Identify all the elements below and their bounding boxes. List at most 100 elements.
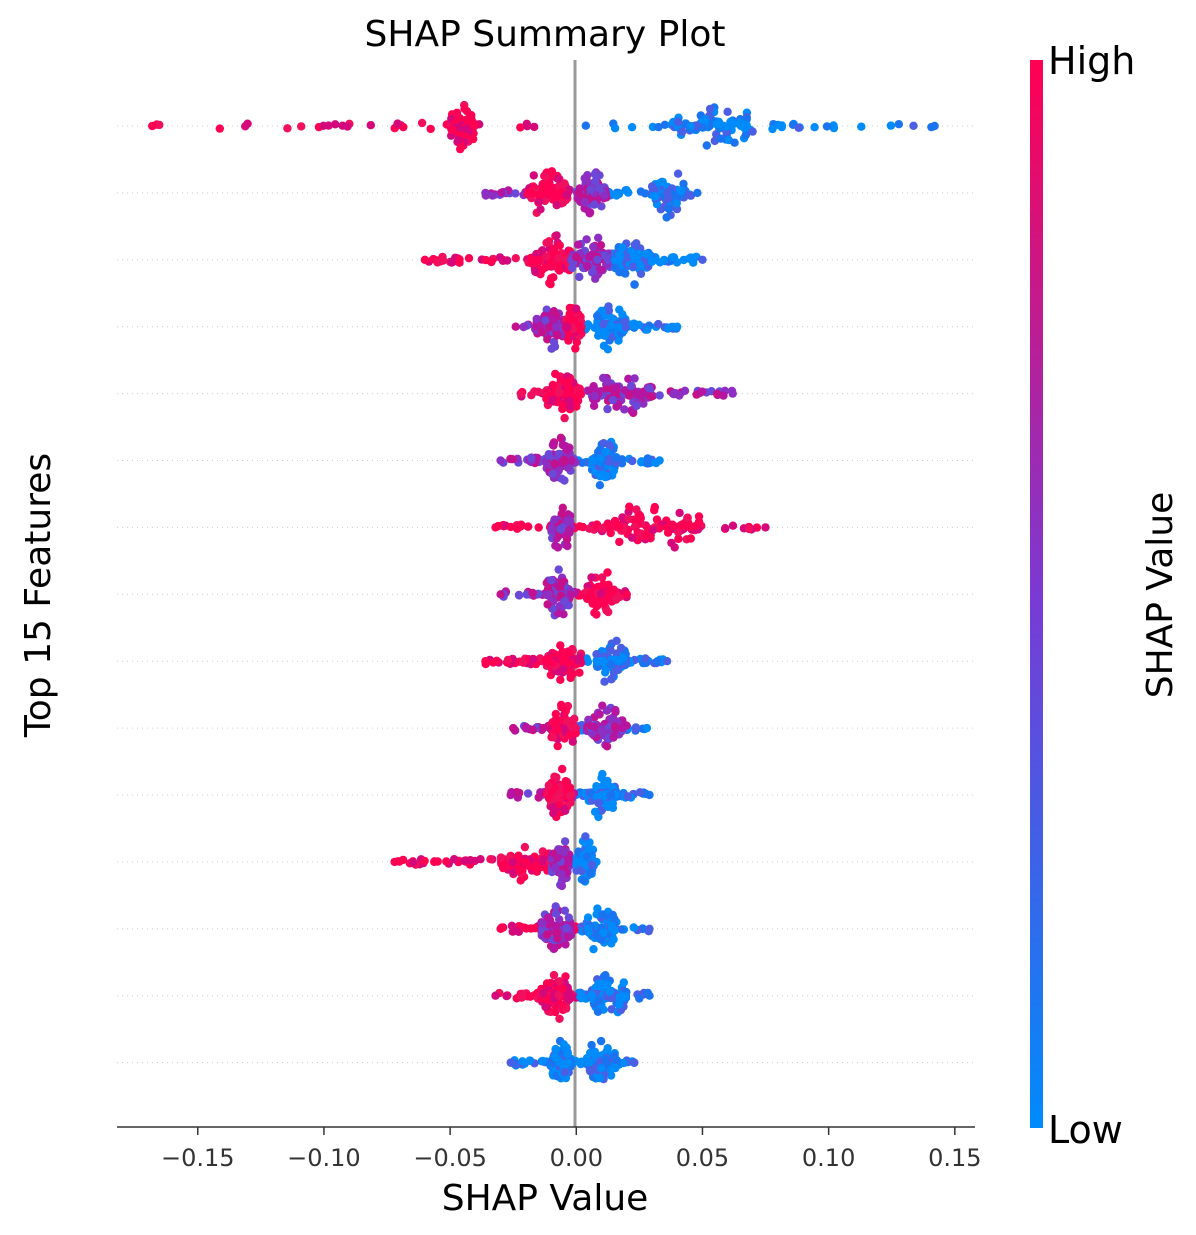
data-point [518, 1057, 527, 1066]
data-point [534, 523, 543, 532]
data-point [511, 189, 520, 198]
data-point [601, 472, 611, 481]
data-point [554, 264, 563, 273]
data-point [588, 456, 597, 465]
data-point [609, 733, 618, 742]
data-point [649, 525, 658, 535]
data-point [636, 269, 646, 278]
data-point [496, 924, 505, 933]
data-point [547, 576, 556, 585]
data-point [534, 197, 544, 206]
data-point [538, 919, 547, 928]
data-point [702, 141, 711, 150]
data-point [886, 121, 896, 130]
data-point [297, 122, 306, 131]
data-point [567, 590, 576, 599]
data-point [523, 789, 533, 798]
data-point [647, 257, 657, 266]
data-point [591, 274, 600, 283]
data-point [660, 255, 669, 265]
data-point [596, 589, 606, 598]
data-point [599, 599, 608, 608]
data-point [522, 119, 531, 128]
data-point [686, 534, 695, 543]
data-point [610, 1051, 619, 1060]
data-point [554, 253, 564, 262]
data-point [531, 864, 540, 874]
data-point [533, 453, 542, 463]
data-point [590, 608, 599, 617]
data-point [676, 186, 685, 195]
data-point [612, 655, 621, 664]
data-point [705, 104, 715, 114]
data-point [542, 238, 551, 247]
data-point [417, 118, 427, 128]
data-point [627, 123, 637, 132]
data-point [673, 169, 683, 178]
data-point [496, 590, 505, 599]
data-point [571, 344, 580, 353]
data-point [556, 524, 565, 534]
data-point [611, 454, 621, 463]
data-point [635, 994, 644, 1003]
data-point [579, 876, 588, 885]
data-point [630, 1058, 639, 1067]
data-point [539, 723, 548, 733]
data-point [522, 924, 531, 933]
data-point [578, 458, 587, 467]
data-point [481, 657, 490, 666]
data-point [543, 930, 552, 939]
row-gridlines [117, 125, 975, 1064]
data-point [671, 192, 680, 201]
data-point [660, 120, 670, 129]
data-point [466, 856, 475, 865]
data-point [662, 213, 671, 222]
data-point [491, 523, 500, 532]
data-point [544, 590, 554, 599]
data-point [551, 541, 560, 550]
data-point [689, 258, 698, 267]
data-point [548, 440, 558, 450]
data-point [599, 972, 609, 981]
data-point [602, 384, 611, 393]
data-point [554, 388, 564, 397]
data-point [622, 186, 631, 195]
data-point [544, 451, 553, 460]
data-point [634, 320, 644, 329]
data-point [554, 1056, 563, 1066]
data-point [629, 251, 638, 261]
data-point [655, 391, 664, 400]
data-point [528, 259, 537, 268]
data-point [560, 1068, 569, 1077]
data-point [620, 405, 629, 414]
data-point [534, 793, 543, 802]
data-point [547, 523, 556, 533]
data-point [454, 135, 463, 145]
data-point [645, 991, 654, 1000]
x-tick-label: −0.10 [287, 1144, 361, 1172]
data-point [541, 172, 550, 181]
data-point [426, 124, 435, 134]
data-point [548, 733, 558, 742]
data-point [511, 254, 520, 263]
data-point [741, 130, 751, 140]
data-point [553, 853, 562, 862]
data-point [721, 524, 730, 533]
data-point [603, 255, 612, 264]
data-point [573, 656, 583, 665]
data-point [728, 389, 737, 398]
data-point [319, 121, 328, 130]
data-point [433, 857, 442, 866]
data-point [637, 458, 646, 467]
data-point [645, 251, 654, 260]
data-point [442, 857, 451, 866]
data-point [598, 656, 608, 666]
data-point [491, 991, 500, 1000]
data-point [557, 881, 567, 891]
data-point [668, 253, 678, 262]
data-point [564, 858, 573, 867]
data-point [551, 369, 560, 379]
data-point [572, 304, 581, 313]
data-point [545, 278, 554, 288]
data-point [669, 521, 679, 531]
